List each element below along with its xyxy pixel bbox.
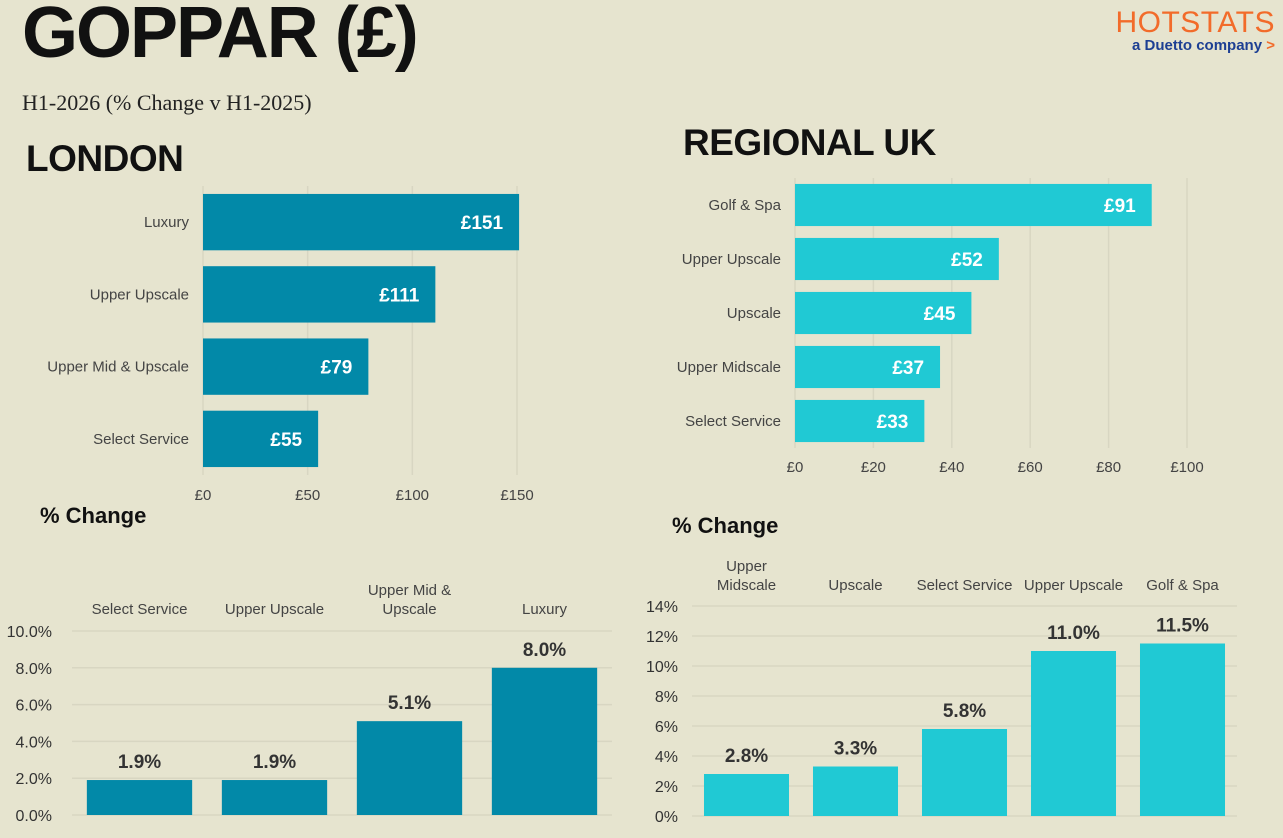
data-label: 5.8% <box>943 701 986 722</box>
london-change-heading: % Change <box>40 503 147 528</box>
regional-goppar-chart: £0 £20 £40 £60 £80 £100 Golf & Spa £91 Upper Ups… <box>677 178 1204 476</box>
x-tick-label: £80 <box>1096 459 1121 476</box>
bar <box>203 338 369 395</box>
x-tick-label: £20 <box>861 459 886 476</box>
regional-heading: REGIONAL UK <box>683 122 936 163</box>
category-label: Golf & Spa <box>1146 577 1219 594</box>
data-label: £45 <box>924 304 956 325</box>
data-label: £111 <box>379 285 420 306</box>
category-label: Select Service <box>917 577 1013 594</box>
data-label: 3.3% <box>834 739 877 760</box>
category-label: Upscale <box>828 577 882 594</box>
x-tick-label: £100 <box>1170 459 1203 476</box>
y-tick-label: 6% <box>655 719 678 736</box>
category-label: Golf & Spa <box>708 197 781 214</box>
data-label: 5.1% <box>388 693 431 714</box>
bar <box>86 780 193 815</box>
y-tick-label: 12% <box>646 629 678 646</box>
london-heading: LONDON <box>26 138 184 179</box>
y-tick-label: 2% <box>655 779 678 796</box>
category-label: Upper <box>726 558 767 575</box>
x-tick-label: £0 <box>787 459 804 476</box>
category-label: Upper Upscale <box>225 601 324 618</box>
data-label: £79 <box>321 358 353 379</box>
bar <box>203 266 436 323</box>
london-goppar-chart: £0 £50 £100 £150 Luxury £151 Upper Upscale £111… <box>47 186 534 504</box>
logo-arrow-icon: > <box>1266 37 1275 54</box>
logo-wordmark: HOTSTATS <box>1115 6 1275 39</box>
y-tick-label: 4% <box>655 749 678 766</box>
category-label: Luxury <box>144 214 190 231</box>
bar <box>921 729 1008 816</box>
y-tick-label: 6.0% <box>16 698 52 715</box>
category-label: Upper Mid & Upscale <box>47 359 189 376</box>
data-label: £52 <box>951 250 983 271</box>
regional-change-heading: % Change <box>672 513 779 538</box>
bar <box>356 721 463 815</box>
bar <box>703 774 790 816</box>
bar <box>1030 651 1117 816</box>
x-tick-label: £40 <box>939 459 964 476</box>
category-label: Upscale <box>382 601 436 618</box>
category-label: Upper Upscale <box>1024 577 1123 594</box>
london-change-chart: 0.0% 2.0% 4.0% 6.0% 8.0% 10.0% 1.9% Select Serv… <box>7 582 612 825</box>
logo-tagline: a Duetto company > <box>1115 37 1275 55</box>
data-label: 11.0% <box>1047 623 1100 644</box>
category-label: Select Service <box>685 413 781 430</box>
regional-change-chart: 0% 2% 4% 6% 8% 10% 12% 14% 2.8% Upper Midscale 3.3%… <box>646 558 1237 826</box>
data-label: 8.0% <box>523 640 566 661</box>
bar <box>795 345 941 389</box>
data-label: 2.8% <box>725 746 768 767</box>
data-label: £151 <box>461 213 504 234</box>
category-label: Upscale <box>727 305 781 322</box>
data-label: 11.5% <box>1156 616 1209 637</box>
data-label: 1.9% <box>118 752 161 773</box>
bar <box>203 410 319 468</box>
bar <box>812 766 899 816</box>
y-tick-label: 4.0% <box>16 734 52 751</box>
bar <box>795 237 999 281</box>
category-label: Select Service <box>92 601 188 618</box>
category-label: Upper Midscale <box>677 359 781 376</box>
bar <box>491 667 598 815</box>
x-tick-label: £50 <box>295 487 320 504</box>
y-tick-label: 0% <box>655 809 678 826</box>
bar <box>795 399 925 443</box>
data-label: £91 <box>1104 196 1136 217</box>
bar <box>795 291 972 335</box>
y-tick-label: 10% <box>646 659 678 676</box>
page-title: GOPPAR (£) <box>22 0 419 73</box>
y-tick-label: 8.0% <box>16 661 52 678</box>
bar <box>1139 643 1226 816</box>
x-tick-label: £60 <box>1018 459 1043 476</box>
bar <box>203 193 520 251</box>
y-tick-label: 10.0% <box>7 624 52 641</box>
logo-tagline-text: a Duetto company <box>1132 37 1263 54</box>
category-label: Upper Upscale <box>682 251 781 268</box>
hotstats-logo: HOTSTATS a Duetto company > <box>1115 8 1275 55</box>
y-tick-label: 8% <box>655 689 678 706</box>
x-tick-label: £0 <box>195 487 212 504</box>
category-label: Select Service <box>93 431 189 448</box>
data-label: £55 <box>270 430 302 451</box>
page-subtitle: H1-2026 (% Change v H1-2025) <box>22 90 312 115</box>
data-label: £33 <box>877 412 909 433</box>
y-tick-label: 14% <box>646 599 678 616</box>
bar <box>221 780 328 815</box>
y-tick-label: 0.0% <box>16 808 52 825</box>
category-label: Upper Mid & <box>368 582 451 599</box>
x-tick-label: £150 <box>500 487 533 504</box>
category-label: Upper Upscale <box>90 286 189 303</box>
data-label: 1.9% <box>253 752 296 773</box>
bar <box>795 183 1152 227</box>
data-label: £37 <box>892 358 924 379</box>
x-tick-label: £100 <box>396 487 429 504</box>
y-tick-label: 2.0% <box>16 771 52 788</box>
category-label: Midscale <box>717 577 776 594</box>
category-label: Luxury <box>522 601 568 618</box>
